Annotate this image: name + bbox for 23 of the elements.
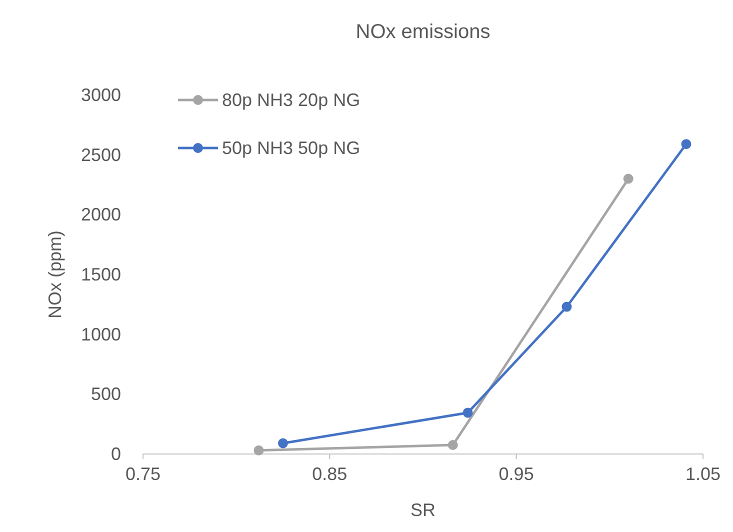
point <box>448 440 458 450</box>
x-tick-label: 0.95 <box>498 464 534 484</box>
y-tick-label: 0 <box>110 444 121 464</box>
x-tick-label: 0.85 <box>312 464 348 484</box>
y-tick-label: 3000 <box>80 85 121 105</box>
y-tick-label: 1000 <box>80 324 121 344</box>
legend-label: 50p NH3 50p NG <box>222 138 360 158</box>
x-tick-label: 0.75 <box>125 464 161 484</box>
x-tick-label: 1.05 <box>685 464 721 484</box>
point <box>562 302 572 312</box>
y-tick-label: 2500 <box>80 144 121 165</box>
y-tick-label: 500 <box>90 384 121 404</box>
point <box>623 174 634 184</box>
y-tick-label: 1500 <box>80 264 121 284</box>
point <box>681 139 692 150</box>
point <box>462 408 473 418</box>
point <box>278 438 288 448</box>
legend-label: 80p NH3 20p NG <box>222 90 360 110</box>
x-axis-title: SR <box>410 500 436 520</box>
y-axis-title: NOx (ppm) <box>45 230 65 319</box>
chart-title: NOx emissions <box>356 21 490 43</box>
point <box>254 445 264 456</box>
y-tick-label: 2000 <box>80 204 121 225</box>
